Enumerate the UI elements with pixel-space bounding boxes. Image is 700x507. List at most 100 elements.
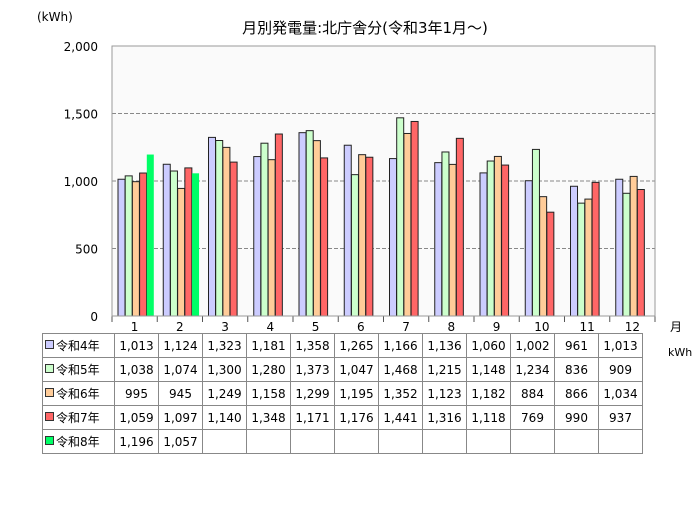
x-tick-label: 5 <box>312 320 320 334</box>
table-cell: 1,300 <box>202 357 247 382</box>
table-cell: 1,182 <box>466 381 511 406</box>
table-cell: 945 <box>158 381 203 406</box>
table-cell: 1,265 <box>334 333 379 358</box>
table-cell: 1,059 <box>114 405 159 430</box>
table-cell: 769 <box>510 405 555 430</box>
plot-border <box>111 45 656 317</box>
bar-令和4年-8 <box>434 162 443 317</box>
table-cell: 1,002 <box>510 333 555 358</box>
table-cell: 1,057 <box>158 429 203 454</box>
x-tick-label: 1 <box>131 320 139 334</box>
x-tick-label: 12 <box>625 320 640 334</box>
bar-令和5年-1 <box>124 175 133 317</box>
y-tick-label: 2,000 <box>64 40 98 54</box>
table-cell <box>290 429 335 454</box>
table-row: 令和8年 1,196 1,057 <box>42 429 643 454</box>
table-cell: 1,196 <box>114 429 159 454</box>
table-cell: 1,373 <box>290 357 335 382</box>
series-name: 令和8年 <box>56 435 100 449</box>
bar-令和6年-7 <box>403 132 412 317</box>
table-cell: 1,124 <box>158 333 203 358</box>
table-cell: 1,181 <box>246 333 291 358</box>
bar-令和8年-2 <box>192 173 200 316</box>
bar-令和6年-2 <box>177 187 186 317</box>
bar-令和4年-12 <box>615 178 624 317</box>
series-label: 令和7年 <box>42 405 115 430</box>
table-cell: 1,038 <box>114 357 159 382</box>
bar-令和8年-1 <box>146 154 154 316</box>
table-cell: 1,316 <box>422 405 467 430</box>
table-cell <box>554 429 599 454</box>
x-tick-label: 11 <box>579 320 594 334</box>
bar-令和6年-9 <box>493 155 502 317</box>
bar-令和6年-12 <box>629 175 638 317</box>
table-cell: 1,060 <box>466 333 511 358</box>
bar-令和7年-6 <box>365 156 374 317</box>
bar-令和5年-10 <box>531 148 540 317</box>
x-tick-label: 6 <box>357 320 365 334</box>
bar-令和7年-1 <box>139 172 148 317</box>
table-cell: 1,299 <box>290 381 335 406</box>
series-label: 令和4年 <box>42 333 115 358</box>
legend-swatch <box>45 436 54 445</box>
bar-令和4年-10 <box>524 180 533 317</box>
bar-令和7年-10 <box>546 211 555 317</box>
table-cell <box>466 429 511 454</box>
table-cell: 1,034 <box>598 381 643 406</box>
y-tick-label: 500 <box>75 243 98 257</box>
bar-令和5年-12 <box>622 192 631 317</box>
bar-令和6年-1 <box>131 181 140 317</box>
legend-swatch <box>45 364 54 373</box>
bar-令和4年-4 <box>253 156 262 317</box>
bar-令和4年-1 <box>117 178 126 317</box>
bar-令和4年-3 <box>208 136 216 317</box>
table-row: 令和7年 1,059 1,097 1,140 1,348 1,171 1,176 1,441 1… <box>42 405 643 430</box>
x-tick-label: 7 <box>402 320 410 334</box>
table-cell: 1,148 <box>466 357 511 382</box>
series-label: 令和8年 <box>42 429 115 454</box>
table-cell: 909 <box>598 357 643 382</box>
x-tick-label: 4 <box>267 320 275 334</box>
table-cell <box>202 429 247 454</box>
legend-swatch <box>45 412 54 421</box>
series-label: 令和6年 <box>42 381 115 406</box>
table-cell: 1,013 <box>114 333 159 358</box>
bar-令和7年-7 <box>410 120 419 317</box>
bar-令和6年-11 <box>584 198 593 317</box>
table-cell: 937 <box>598 405 643 430</box>
table-cell: 1,136 <box>422 333 467 358</box>
bar-令和6年-3 <box>222 146 231 317</box>
bar-令和7年-3 <box>229 161 238 317</box>
table-cell: 1,352 <box>378 381 423 406</box>
bar-令和5年-11 <box>577 202 586 317</box>
bar-令和4年-9 <box>479 172 488 317</box>
table-cell: 1,249 <box>202 381 247 406</box>
y-tick-label: 0 <box>90 310 98 324</box>
bar-令和5年-5 <box>305 130 314 317</box>
x-tick-label: 9 <box>493 320 501 334</box>
data-table: 令和4年 1,013 1,124 1,323 1,181 1,358 1,265 1,166 1… <box>42 333 643 454</box>
bar-令和7年-12 <box>636 189 645 317</box>
legend-swatch <box>45 340 54 349</box>
table-cell <box>598 429 643 454</box>
bar-令和6年-10 <box>539 196 548 317</box>
table-cell <box>246 429 291 454</box>
bar-令和5年-3 <box>215 140 224 317</box>
table-cell: 836 <box>554 357 599 382</box>
table-cell: 1,323 <box>202 333 247 358</box>
bar-令和5年-9 <box>486 160 495 317</box>
x-tick-label: 2 <box>176 320 184 334</box>
bar-令和4年-7 <box>389 158 397 317</box>
table-cell: 1,097 <box>158 405 203 430</box>
bar-令和4年-6 <box>343 144 352 317</box>
table-row: 令和4年 1,013 1,124 1,323 1,181 1,358 1,265 1,166 1… <box>42 333 643 358</box>
table-cell: 961 <box>554 333 599 358</box>
table-cell <box>422 429 467 454</box>
table-cell: 1,074 <box>158 357 203 382</box>
table-row: 令和6年 995 945 1,249 1,158 1,299 1,195 1,352 1,123… <box>42 381 643 406</box>
bar-令和5年-4 <box>260 142 269 317</box>
bar-令和6年-8 <box>448 163 457 317</box>
table-cell: 1,166 <box>378 333 423 358</box>
y-axis-unit: (kWh) <box>37 10 73 24</box>
